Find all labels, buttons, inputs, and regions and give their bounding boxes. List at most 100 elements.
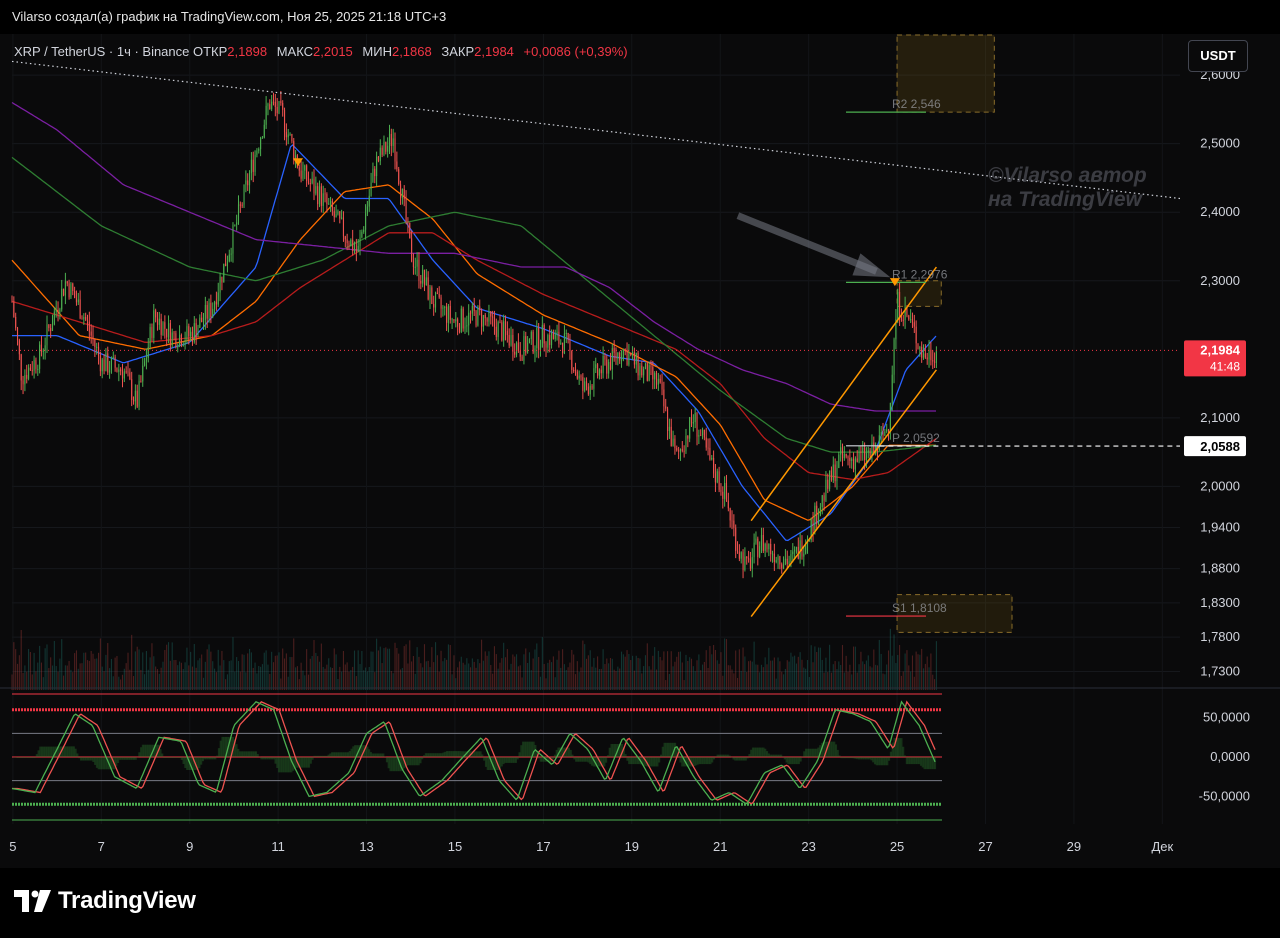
candle-body	[269, 104, 271, 110]
osc-histogram-bar	[679, 757, 682, 763]
volume-bar	[411, 661, 413, 690]
volume-bar	[528, 652, 531, 690]
volume-bar	[598, 669, 600, 690]
moving-average-line	[11, 184, 936, 521]
volume-bar	[276, 655, 278, 690]
volume-bar	[59, 658, 61, 690]
osc-histogram-bar	[861, 757, 864, 760]
chart-legend: XRP / TetherUS · 1ч · Binance ОТКР2,1898…	[14, 44, 628, 59]
volume-bar	[821, 659, 823, 690]
pivot-box-r1	[896, 280, 942, 307]
legend-high-value: 2,2015	[313, 44, 353, 59]
candle-body	[696, 412, 698, 437]
candle-body	[714, 473, 716, 483]
signal-marker	[293, 158, 304, 167]
candle-body	[514, 351, 516, 355]
osc-histogram-bar	[332, 752, 335, 757]
osc-histogram-bar	[866, 757, 869, 760]
osc-histogram-bar	[26, 757, 29, 758]
candle-body	[359, 237, 361, 246]
legend-symbol[interactable]: XRP / TetherUS · 1ч · Binance	[14, 44, 190, 59]
candle-body	[293, 141, 295, 161]
osc-histogram-bar	[546, 757, 549, 762]
tradingview-logo[interactable]: TradingView	[14, 887, 196, 914]
candle-body	[768, 543, 770, 550]
candle-body	[330, 201, 332, 204]
volume-bar	[398, 653, 400, 690]
tradingview-logo-text: TradingView	[58, 887, 196, 914]
volume-bar	[674, 661, 676, 690]
volume-bar	[571, 649, 573, 690]
osc-histogram-bar	[401, 757, 404, 771]
volume-bar	[900, 675, 902, 690]
osc-histogram-bar	[483, 757, 486, 761]
osc-histogram-bar	[691, 757, 694, 767]
volume-bar	[129, 669, 131, 690]
candle-body	[573, 369, 575, 371]
volume-bar	[85, 652, 87, 690]
chart-area[interactable]: R2 2,546 R1 2,2976 P 2,0592 S1 1,8108 2,600…	[0, 34, 1280, 868]
candle-body	[790, 554, 792, 562]
osc-histogram-bar	[127, 757, 130, 760]
osc-histogram-bar	[530, 741, 533, 757]
candle-body	[469, 312, 472, 314]
candle-body	[337, 211, 339, 215]
volume-bar	[858, 664, 860, 690]
volume-bar	[700, 670, 702, 690]
currency-button[interactable]: USDT	[1188, 40, 1248, 72]
osc-histogram-bar	[629, 757, 632, 765]
volume-bar	[387, 648, 389, 690]
volume-bar	[573, 654, 575, 690]
volume-bar	[357, 650, 359, 690]
candle-body	[20, 354, 22, 381]
price-tick-label: 1,7300	[1200, 663, 1240, 678]
osc-histogram-bar	[327, 754, 330, 757]
volume-bar	[272, 662, 275, 690]
candle-body	[392, 138, 394, 146]
osc-histogram-bar	[585, 757, 588, 762]
candle-body	[372, 168, 374, 183]
candle-body	[908, 315, 910, 320]
candle-body	[214, 301, 216, 309]
osc-histogram-bar	[228, 736, 231, 757]
candle-body	[315, 186, 317, 194]
volume-bar	[834, 661, 836, 690]
osc-histogram-bar	[97, 757, 100, 770]
volume-bar	[212, 661, 214, 690]
volume-bar	[265, 650, 267, 690]
candle-body	[68, 283, 70, 298]
osc-histogram-bar	[262, 757, 265, 760]
candle-body	[517, 342, 519, 351]
osc-histogram-bar	[304, 757, 307, 768]
volume-bar	[779, 661, 781, 690]
volume-bar	[132, 676, 135, 690]
osc-histogram-bar	[171, 757, 174, 758]
osc-histogram-bar	[511, 757, 514, 763]
osc-histogram-bar	[187, 757, 190, 771]
candle-body	[834, 464, 836, 482]
candle-body	[261, 137, 263, 139]
osc-histogram-bar	[35, 754, 38, 757]
volume-bar	[926, 656, 928, 690]
volume-bar	[438, 671, 440, 690]
candle-body	[447, 306, 449, 323]
candle-body	[103, 359, 105, 372]
osc-histogram-bar	[888, 757, 891, 761]
volume-bar	[880, 653, 882, 690]
candle-body	[641, 365, 643, 376]
arrow-annotation-head	[852, 253, 891, 278]
osc-histogram-bar	[343, 752, 346, 757]
osc-histogram-bar	[644, 757, 647, 767]
osc-histogram-bar	[382, 753, 385, 757]
time-tick-label: 17	[536, 839, 550, 854]
volume-bar	[829, 644, 831, 690]
volume-bar	[118, 676, 120, 690]
volume-bar	[910, 671, 912, 690]
candle-body	[722, 491, 724, 499]
osc-histogram-bar	[785, 757, 788, 763]
osc-histogram-bar	[900, 738, 903, 757]
osc-histogram-bar	[631, 757, 634, 765]
volume-bar	[247, 653, 249, 690]
volume-bar	[482, 660, 484, 690]
